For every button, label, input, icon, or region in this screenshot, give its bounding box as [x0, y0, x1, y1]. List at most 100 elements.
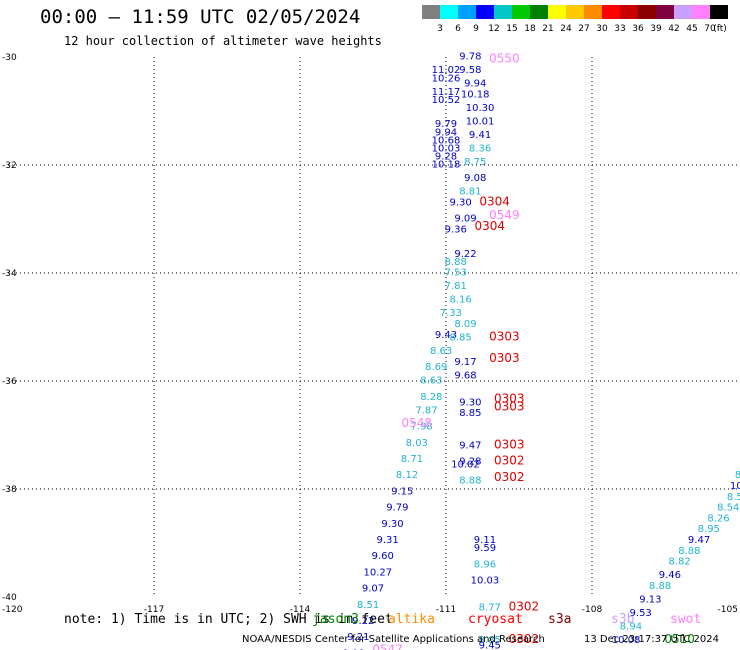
pass-time-label: 0303 — [494, 438, 525, 452]
colorbar-label: 18 — [524, 24, 536, 34]
wave-height-label: 9.17 — [454, 357, 476, 368]
color-legend: 3 6 9 12 15 18 21 24 27 30 33 36 39 42 45 70(ft) — [422, 5, 728, 34]
wave-height-label: 9.13 — [639, 594, 661, 605]
wave-height-label: 8 — [735, 470, 740, 481]
colorbar-swatch — [458, 5, 476, 19]
wave-height-label: 9.11 — [474, 535, 496, 546]
colorbar-swatch — [620, 5, 638, 19]
wave-height-label: 8.03 — [406, 438, 428, 449]
x-tick-label: -108 — [582, 605, 603, 615]
wave-height-label: 8.88 — [445, 257, 467, 268]
wave-height-label: 8.12 — [396, 470, 418, 481]
wave-height-label: 9.68 — [454, 370, 476, 381]
wave-height-label: 8.88 — [649, 581, 671, 592]
wave-height-label: 10.68 — [432, 135, 461, 146]
colorbar-swatch — [476, 5, 494, 19]
colorbar-swatch — [566, 5, 584, 19]
satellite-legend-s3a: s3a — [548, 612, 572, 627]
wave-height-label: 9.45 — [479, 640, 501, 650]
colorbar-label: 9 — [473, 24, 479, 34]
wave-height-label: 9.79 — [435, 119, 457, 130]
pass-time-label: 0548 — [402, 416, 433, 430]
wave-height-label: 8.85 — [459, 408, 481, 419]
pass-time-label: 0302 — [509, 600, 540, 614]
credit-text: NOAA/NESDIS Center for Satellite Applica… — [242, 634, 545, 645]
wave-height-label: 10.26 — [432, 73, 461, 84]
wave-height-label: 8.96 — [474, 559, 496, 570]
wave-height-label: 9.30 — [449, 198, 471, 209]
axis-labels: -30 -32 -34 -36 -38 -40 -120 -117 -114 -111 -108 -1… — [2, 53, 738, 615]
wave-height-label: 8.81 — [459, 187, 481, 198]
colorbar-label: 21 — [542, 24, 553, 34]
colorbar-swatch — [674, 5, 692, 19]
colorbar-swatch — [710, 5, 728, 19]
pass-time-label: 0303 — [494, 400, 525, 414]
wave-height-label: 9.30 — [459, 397, 481, 408]
wave-height-label: 11.17 — [432, 87, 461, 98]
wave-height-label: 10.02 — [451, 459, 480, 470]
pass-time-label: 0302 — [494, 454, 525, 468]
colorbar-label: 12 — [488, 24, 499, 34]
pass-time-label: 0547 — [372, 643, 403, 650]
pass-time-label: 0303 — [489, 330, 520, 344]
wave-height-label: 9.53 — [630, 608, 652, 619]
wave-height-label: 10.08 — [612, 635, 641, 646]
colorbar-label: 36 — [632, 24, 644, 34]
wave-height-label: 9.47 — [459, 441, 481, 452]
colorbar-label: 6 — [455, 24, 461, 34]
wave-height-label: 9.28 — [459, 457, 481, 468]
satellite-legend-s3b: s3b — [611, 612, 635, 627]
wave-height-label: 8.85 — [449, 333, 471, 344]
wave-height-label: 8.75 — [464, 157, 486, 168]
grid — [8, 57, 738, 597]
wave-height-label: 9.22 — [352, 616, 374, 627]
colorbar-swatch — [638, 5, 656, 19]
pass-time-label: 0303 — [489, 351, 520, 365]
satellite-legend-altika: altika — [388, 612, 435, 627]
wave-height-label: 9.28 — [435, 152, 457, 163]
wave-height-label: 10.30 — [466, 103, 495, 114]
wave-height-label: 8.26 — [707, 513, 729, 524]
x-tick-label: -111 — [436, 605, 456, 615]
timestamp: 13 Dec 23:17:37 UTC 2024 — [584, 634, 719, 645]
colorbar-label: 24 — [560, 24, 572, 34]
colorbar-swatch — [548, 5, 566, 19]
y-tick-label: -34 — [2, 269, 17, 279]
colorbar-unit: (ft) — [713, 24, 727, 34]
x-tick-label: -117 — [144, 605, 164, 615]
wave-height-label: 11.02 — [432, 65, 461, 76]
wave-height-label: 9.41 — [469, 130, 491, 141]
satellite-legend-jason3: jason3 — [312, 612, 359, 627]
wave-height-label: 9.22 — [454, 249, 476, 260]
wave-height-label: 7.81 — [445, 281, 467, 292]
wave-height-label: 8.94 — [620, 621, 642, 632]
wave-height-label: 8.28 — [420, 392, 442, 403]
wave-height-label: 8.69 — [425, 362, 447, 373]
pass-time-label: 0304 — [475, 219, 506, 233]
pass-time-label: 0549 — [489, 208, 520, 222]
wave-height-label: 10.18 — [432, 160, 461, 171]
colorbar-label: 39 — [650, 24, 662, 34]
wave-height-label: 9.09 — [454, 214, 476, 225]
x-tick-label: -114 — [290, 605, 311, 615]
pass-time-labels: 0550030405490304030303030303030305480303… — [372, 51, 695, 650]
wave-height-label: 9.46 — [659, 570, 681, 581]
wave-height-label: 10.03 — [432, 144, 461, 155]
pass-time-label: 0550 — [489, 51, 520, 65]
wave-height-label: 9.08 — [342, 648, 364, 650]
wave-height-label: 9.60 — [372, 551, 394, 562]
colorbar-label: 3 — [437, 24, 443, 34]
colorbar-label: 42 — [668, 24, 679, 34]
wave-height-label: 8.82 — [668, 557, 690, 568]
wave-height-label: 9.43 — [435, 330, 457, 341]
footnote: note: 1) Time is in UTC; 2) SWH is in fe… — [64, 612, 393, 627]
wave-height-label: 10. — [730, 481, 740, 492]
wave-height-label: 9.36 — [445, 225, 467, 236]
y-tick-label: -40 — [2, 593, 17, 603]
pass-time-label: 0302 — [494, 470, 525, 484]
wave-height-label: 10.18 — [461, 90, 490, 101]
wave-height-label: 9.94 — [435, 127, 457, 138]
colorbar-label: 33 — [614, 24, 625, 34]
colorbar-swatch — [422, 5, 440, 19]
colorbar-label: 27 — [578, 24, 589, 34]
